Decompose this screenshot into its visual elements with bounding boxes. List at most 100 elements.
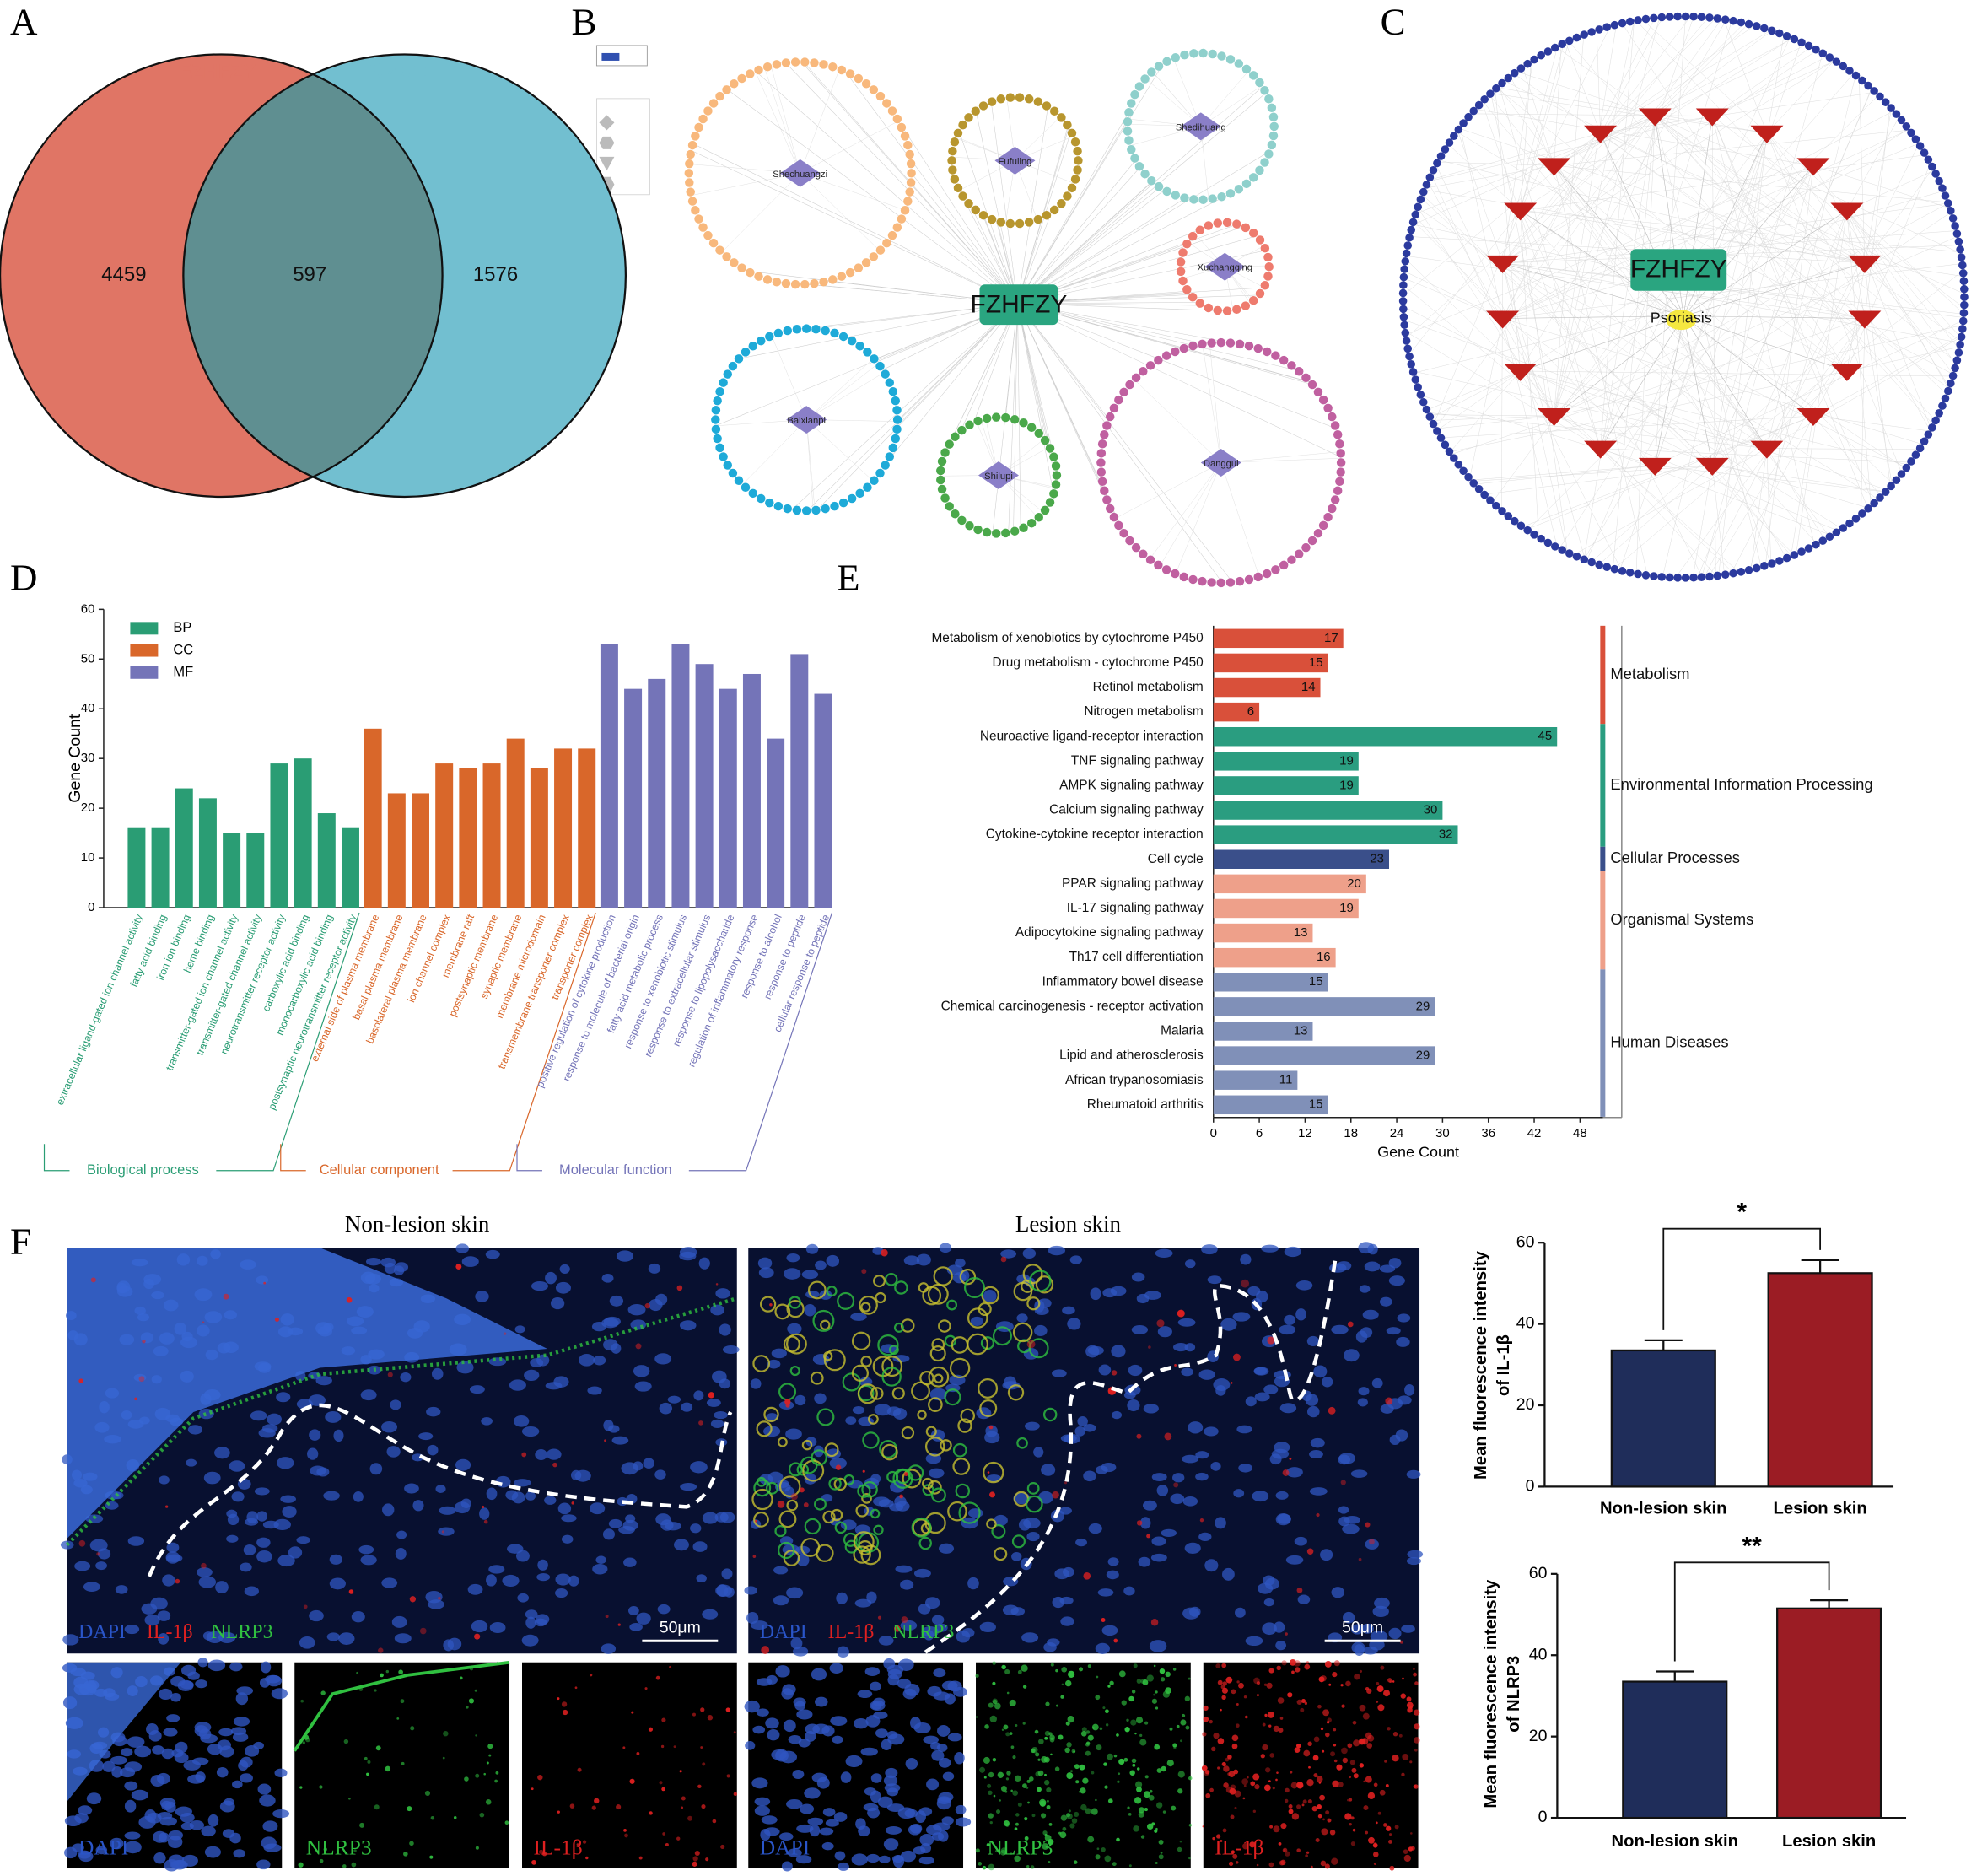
herb-label: Shechuangzi: [773, 170, 827, 180]
panel-label: B: [571, 0, 596, 42]
nucleus: [109, 1837, 124, 1850]
target-node: [1812, 540, 1820, 549]
signal: [1209, 1787, 1214, 1792]
nucleus: [836, 1592, 848, 1604]
target-node: [1498, 78, 1506, 88]
signal: [1379, 1789, 1386, 1796]
target-node: [1928, 423, 1936, 432]
edge: [1697, 210, 1848, 578]
signal: [1303, 1749, 1311, 1757]
signal: [1353, 1773, 1359, 1779]
signal: [987, 1471, 990, 1474]
signal: [1061, 1666, 1068, 1673]
ingredient-node: [1323, 512, 1333, 522]
signal: [984, 1724, 989, 1729]
category-label: Inflammatory bowel disease: [1042, 974, 1204, 989]
nucleus: [557, 1502, 572, 1515]
nucleus: [240, 1756, 253, 1768]
target-node: [1952, 229, 1962, 238]
nucleus: [86, 1792, 102, 1805]
signal: [1306, 1661, 1310, 1664]
ingredient-node: [1264, 149, 1274, 159]
nucleus: [381, 1577, 398, 1588]
nucleus: [102, 1760, 116, 1772]
nucleus: [89, 1539, 108, 1552]
signal: [1155, 1706, 1159, 1710]
signal: [1281, 1660, 1287, 1666]
ingredient-node: [940, 448, 950, 457]
target-node: [1851, 71, 1861, 80]
ingredient-node: [897, 214, 907, 224]
ingredient-node: [1105, 504, 1115, 514]
nucleus: [229, 1460, 245, 1472]
nucleus: [186, 1458, 197, 1467]
ingredient-node: [888, 443, 898, 453]
stain-label: NLRP3: [988, 1835, 1053, 1859]
nlrp3-cell: [851, 1364, 869, 1382]
edge: [1554, 165, 1830, 537]
signal: [1295, 1743, 1301, 1749]
signal: [562, 1709, 568, 1716]
signal: [1058, 1734, 1064, 1740]
signal: [78, 1539, 86, 1547]
signal: [1202, 1732, 1207, 1737]
target-node: [1504, 512, 1513, 520]
signal: [1075, 1780, 1080, 1784]
signal: [1327, 1818, 1332, 1823]
signal: [1027, 1801, 1030, 1804]
legend-swatch: [130, 666, 159, 679]
signal: [681, 1806, 684, 1809]
signal: [1188, 1677, 1191, 1680]
nucleus: [821, 1841, 834, 1851]
signal: [1188, 1857, 1191, 1860]
nucleus: [555, 1573, 571, 1586]
ingredient-node: [1207, 578, 1216, 587]
edge: [1520, 25, 1611, 211]
signal: [342, 1864, 347, 1868]
edge: [1502, 50, 1818, 264]
nucleus: [767, 1359, 781, 1369]
target-node: [1705, 572, 1714, 581]
ingredient-node: [869, 252, 879, 261]
pathway-node: [1695, 457, 1729, 476]
signal: [1234, 1790, 1241, 1798]
signal: [799, 1487, 805, 1493]
nlrp3-cell: [917, 1410, 927, 1420]
edge: [1692, 465, 1713, 578]
y-tick-label: 10: [81, 850, 95, 865]
bar: [459, 768, 477, 908]
nucleus: [1123, 1391, 1136, 1399]
ingredient-node: [875, 361, 885, 371]
nucleus: [667, 1395, 681, 1404]
nucleus: [840, 1519, 857, 1531]
nlrp3-cell: [810, 1371, 824, 1385]
nucleus: [514, 1479, 531, 1487]
signal: [1349, 1798, 1353, 1802]
signal: [1022, 1685, 1027, 1689]
edge: [1501, 262, 1503, 511]
edge: [1766, 448, 1825, 540]
signal: [1050, 1663, 1054, 1667]
ingredient-node: [1024, 94, 1034, 104]
signal: [1149, 1795, 1155, 1801]
target-node: [1425, 173, 1435, 182]
nlrp3-cell: [991, 1523, 1006, 1539]
signal: [466, 1706, 469, 1709]
target-node: [1416, 195, 1425, 204]
signal: [521, 1452, 527, 1458]
nlrp3-cell: [886, 1470, 899, 1483]
signal: [1377, 1811, 1381, 1815]
edge: [1520, 19, 1727, 372]
nucleus: [204, 1846, 221, 1858]
signal: [1138, 1811, 1144, 1818]
nucleus: [938, 1830, 949, 1842]
signal: [366, 1772, 369, 1776]
nucleus: [933, 1668, 946, 1678]
edge: [1554, 235, 1958, 417]
ingredient-node: [762, 62, 773, 72]
nucleus: [214, 1447, 230, 1459]
nucleus: [447, 1637, 462, 1651]
edge: [1750, 448, 1768, 570]
edge: [1712, 56, 1829, 116]
ingredient-node: [1232, 219, 1241, 229]
